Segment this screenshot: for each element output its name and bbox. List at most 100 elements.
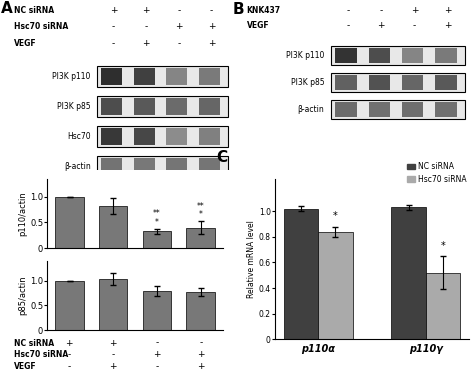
Text: -: - (68, 350, 71, 359)
Bar (134, 128, 155, 145)
Text: -: - (155, 362, 159, 371)
Bar (199, 68, 220, 85)
Y-axis label: Relative mRNA level: Relative mRNA level (247, 220, 256, 298)
Text: PI3K p110: PI3K p110 (286, 51, 324, 60)
Y-axis label: p110/actin: p110/actin (18, 191, 27, 236)
Text: **
*: ** * (153, 209, 161, 226)
Bar (97, 66, 228, 87)
Text: -: - (210, 6, 213, 15)
Text: VEGF: VEGF (14, 39, 37, 48)
Bar (134, 98, 155, 115)
Text: -: - (177, 6, 181, 15)
Text: -: - (111, 350, 115, 359)
Text: -: - (145, 22, 148, 31)
Bar (331, 100, 465, 119)
Bar (199, 128, 220, 145)
Text: +: + (142, 6, 150, 15)
Bar (166, 98, 187, 115)
Text: -: - (380, 6, 383, 15)
Text: β-actin: β-actin (64, 162, 91, 171)
Bar (402, 103, 423, 117)
Text: +: + (153, 350, 161, 359)
Text: PI3K p85: PI3K p85 (57, 102, 91, 111)
Text: β-actin: β-actin (298, 105, 324, 115)
Text: *: * (333, 211, 338, 222)
Bar (335, 75, 356, 90)
Text: +: + (197, 362, 205, 371)
Bar (284, 209, 318, 339)
Bar (369, 48, 390, 63)
Bar (186, 228, 215, 248)
Text: +: + (208, 22, 215, 31)
Bar (134, 68, 155, 85)
Bar (335, 103, 356, 117)
Bar (101, 98, 122, 115)
Text: VEGF: VEGF (246, 21, 269, 29)
Text: Hsc70 siRNA: Hsc70 siRNA (14, 350, 68, 359)
Text: +: + (109, 6, 117, 15)
Text: -: - (68, 362, 71, 371)
Legend: NC siRNA, Hsc70 siRNA: NC siRNA, Hsc70 siRNA (404, 159, 469, 187)
Text: +: + (142, 39, 150, 48)
Bar (318, 232, 353, 339)
Text: +: + (175, 22, 182, 31)
Text: A: A (1, 1, 13, 16)
Text: PI3K p110: PI3K p110 (52, 72, 91, 81)
Text: *: * (441, 241, 446, 251)
Bar (331, 73, 465, 92)
Text: +: + (208, 39, 215, 48)
Bar (166, 68, 187, 85)
Text: NC siRNA: NC siRNA (14, 6, 55, 15)
Text: -: - (112, 22, 115, 31)
Text: VEGF: VEGF (14, 362, 37, 371)
Text: -: - (155, 339, 159, 348)
Bar (101, 159, 122, 175)
Text: +: + (444, 6, 452, 15)
Bar (199, 159, 220, 175)
Bar (143, 231, 171, 248)
Text: +: + (444, 21, 452, 29)
Text: B: B (233, 1, 245, 16)
Text: +: + (109, 339, 117, 348)
Bar (99, 279, 128, 330)
Bar (101, 128, 122, 145)
Bar (436, 75, 457, 90)
Bar (143, 291, 171, 330)
Bar (426, 273, 460, 339)
Bar (166, 159, 187, 175)
Bar (436, 48, 457, 63)
Bar (369, 75, 390, 90)
Text: -: - (177, 39, 181, 48)
Text: **
*: ** * (197, 202, 204, 219)
Bar (199, 98, 220, 115)
Bar (55, 281, 84, 330)
Bar (99, 206, 128, 248)
Text: -: - (112, 39, 115, 48)
Text: C: C (217, 150, 228, 165)
Bar (97, 96, 228, 117)
Bar (134, 159, 155, 175)
Text: -: - (346, 6, 349, 15)
Text: +: + (65, 339, 73, 348)
Text: +: + (109, 362, 117, 371)
Text: Hsc70 siRNA: Hsc70 siRNA (14, 22, 68, 31)
Text: Hsc70: Hsc70 (67, 132, 91, 141)
Text: +: + (411, 6, 419, 15)
Bar (369, 103, 390, 117)
Bar (101, 68, 122, 85)
Text: -: - (199, 339, 202, 348)
Bar (335, 48, 356, 63)
Bar (402, 75, 423, 90)
Y-axis label: p85/actin: p85/actin (18, 276, 27, 316)
Bar (97, 126, 228, 147)
Bar (166, 128, 187, 145)
Text: -: - (413, 21, 416, 29)
Text: +: + (197, 350, 205, 359)
Bar (186, 292, 215, 330)
Text: PI3K p85: PI3K p85 (291, 78, 324, 87)
Bar (55, 197, 84, 248)
Text: +: + (377, 21, 385, 29)
Text: KNK437: KNK437 (246, 6, 281, 15)
Text: NC siRNA: NC siRNA (14, 339, 55, 348)
Text: -: - (346, 21, 349, 29)
